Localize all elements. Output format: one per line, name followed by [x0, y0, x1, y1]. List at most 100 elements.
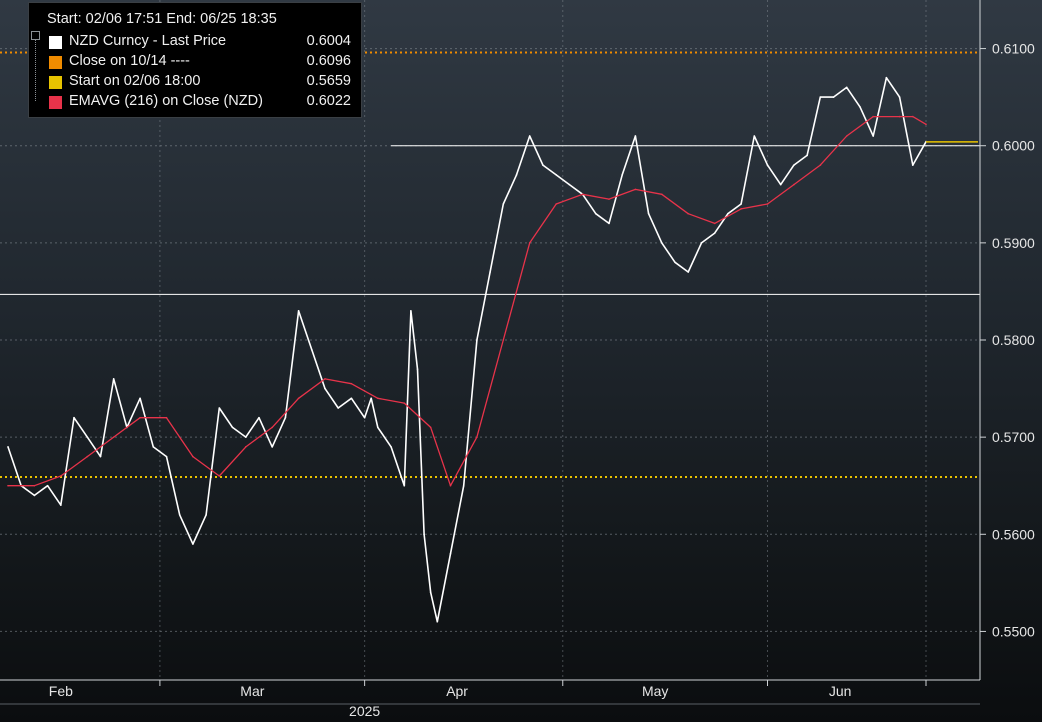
emavg-point — [350, 382, 353, 385]
collapse-icon[interactable] — [31, 31, 40, 40]
price-point — [502, 203, 505, 205]
x-tick-label: Feb — [49, 683, 73, 699]
legend-entry-last-price[interactable]: NZD Curncy - Last Price 0.6004 — [47, 33, 357, 53]
price-point — [218, 407, 221, 409]
price-point — [231, 426, 234, 429]
emavg-point — [581, 193, 584, 196]
price-point — [205, 514, 207, 516]
emavg-point — [713, 222, 716, 225]
legend-entry-start[interactable]: Start on 02/06 18:00 0.5659 — [47, 73, 357, 93]
legend-swatch — [49, 76, 62, 89]
price-point — [911, 164, 914, 166]
price-point — [793, 164, 795, 166]
price-point — [885, 76, 888, 79]
price-point — [727, 212, 729, 215]
emavg-point — [297, 397, 300, 400]
price-point — [819, 96, 822, 98]
legend-label: EMAVG (216) on Close (NZD) — [69, 93, 263, 109]
price-point — [436, 620, 439, 623]
emavg-point — [218, 475, 221, 477]
emavg-point — [766, 203, 769, 205]
price-point — [740, 203, 742, 205]
price-point — [377, 426, 379, 429]
price-point — [7, 446, 9, 448]
price-point — [60, 504, 62, 506]
emavg-point — [377, 397, 379, 400]
legend-entry-emavg[interactable]: EMAVG (216) on Close (NZD) 0.6022 — [47, 93, 357, 113]
price-point — [898, 96, 901, 98]
price-point — [165, 455, 168, 458]
y-tick-label: 0.6000 — [992, 138, 1035, 154]
legend-entry-close[interactable]: Close on 10/14 ---- 0.6096 — [47, 53, 357, 73]
emavg-point — [60, 475, 62, 477]
y-tick-label: 0.5500 — [992, 623, 1035, 639]
emavg-point — [244, 446, 247, 448]
legend-header: Start: 02/06 17:51 End: 06/25 18:35 — [47, 11, 277, 27]
legend-tree-connector — [31, 31, 44, 101]
emavg-point — [7, 484, 9, 487]
legend-value: 0.5659 — [306, 73, 351, 89]
grid — [0, 0, 980, 680]
emavg-point — [872, 115, 874, 118]
price-point — [403, 484, 406, 487]
emavg-point — [403, 402, 406, 404]
price-point — [476, 339, 478, 341]
price-point — [284, 416, 287, 419]
price-point — [324, 387, 326, 390]
price-point — [73, 416, 75, 419]
price-point — [832, 96, 835, 98]
price-point — [779, 183, 782, 186]
price-point — [859, 106, 861, 108]
price-point — [700, 242, 703, 244]
price-point — [515, 174, 518, 176]
x-year-label: 2025 — [349, 703, 380, 719]
price-point — [244, 436, 247, 438]
price-point — [528, 135, 531, 137]
price-point — [416, 368, 419, 370]
emavg-point — [608, 198, 610, 200]
price-point — [608, 222, 610, 225]
price-point — [258, 416, 260, 419]
emavg-point — [33, 484, 36, 487]
price-line — [7, 76, 927, 623]
price-point — [429, 591, 432, 594]
y-tick-label: 0.5800 — [992, 332, 1035, 348]
emavg-point — [271, 426, 273, 429]
emavg-point — [502, 339, 505, 341]
emavg-point — [112, 436, 115, 438]
x-tick-label: Jun — [829, 683, 852, 699]
price-point — [192, 543, 194, 545]
y-tick-label: 0.6100 — [992, 41, 1035, 57]
price-point — [310, 348, 313, 351]
emavg-point — [687, 212, 690, 215]
emavg-point — [819, 164, 822, 166]
price-point — [806, 154, 808, 157]
price-point — [139, 397, 141, 400]
price-point — [634, 135, 637, 137]
price-point — [363, 416, 366, 419]
price-point — [845, 86, 848, 89]
price-point — [647, 212, 650, 215]
emavg-point — [429, 426, 432, 429]
price-point — [555, 174, 557, 176]
price-point — [594, 212, 597, 215]
emavg-point — [740, 208, 742, 210]
price-point — [271, 446, 273, 448]
price-point — [297, 310, 300, 312]
emavg-point — [793, 183, 795, 186]
price-point — [337, 407, 340, 409]
price-point — [152, 446, 155, 448]
price-point — [687, 271, 690, 273]
price-point — [86, 436, 89, 438]
x-tick-label: Mar — [240, 683, 264, 699]
emavg-point — [845, 135, 848, 137]
price-point — [542, 164, 544, 166]
legend-value: 0.6004 — [306, 33, 351, 49]
price-point — [350, 397, 353, 400]
price-point — [112, 378, 115, 380]
emavg-point — [911, 115, 914, 118]
y-tick-label: 0.5700 — [992, 429, 1035, 445]
emavg-point — [139, 416, 141, 419]
